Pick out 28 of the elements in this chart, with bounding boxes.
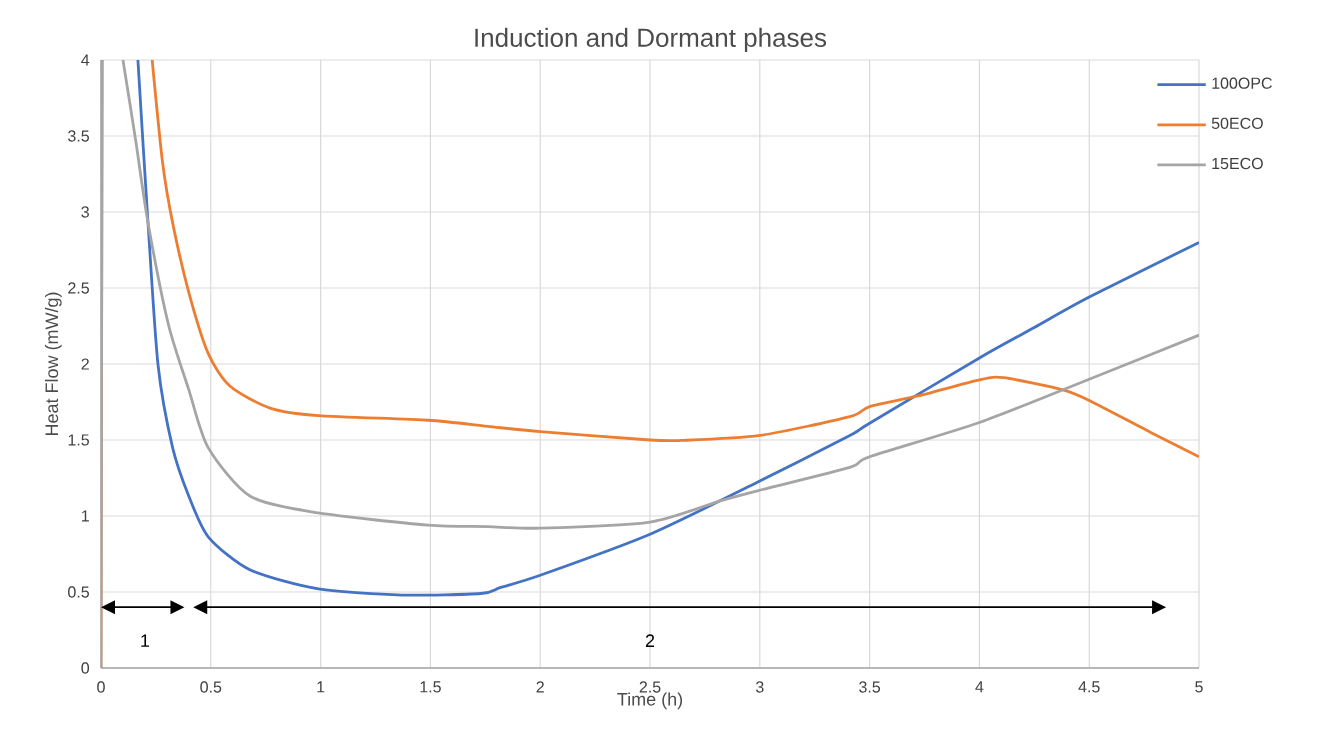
y-tick-label: 1	[81, 510, 89, 522]
annotation: 1	[141, 634, 150, 647]
x-tick-label: 4	[975, 681, 984, 693]
x-tick-label: 2	[536, 681, 544, 693]
legend-label: 15ECO	[1212, 157, 1263, 170]
y-tick-label: 3.5	[68, 130, 89, 142]
x-tick-label: 1.5	[420, 681, 441, 693]
y-tick-label: 1.5	[68, 434, 89, 446]
x-tick-label: 0.5	[200, 681, 222, 693]
legend-label: 100OPC	[1212, 77, 1272, 89]
legend-label: 50ECO	[1211, 117, 1263, 130]
x-axis-title: Time (h)	[617, 692, 683, 710]
x-tick-label: 1	[317, 681, 325, 693]
y-tick-label: 0	[81, 662, 90, 674]
annotation: 2	[645, 634, 655, 647]
y-tick-label: 2.5	[68, 282, 89, 294]
x-tick-label: 5	[1195, 681, 1203, 693]
y-tick-label: 4	[81, 54, 90, 66]
y-tick-label: 2	[81, 358, 89, 370]
y-tick-label: 0.5	[68, 586, 89, 598]
x-tick-label: 3	[755, 681, 764, 693]
y-axis-title: Heat Flow (mW/g)	[44, 292, 62, 436]
y-tick-label: 3	[81, 206, 89, 218]
x-tick-label: 2.5	[639, 681, 661, 693]
x-tick-label: 0	[97, 681, 105, 693]
chart-title: Induction and Dormant phases	[475, 27, 827, 53]
x-tick-label: 4.5	[1078, 681, 1100, 693]
x-tick-label: 3.5	[859, 681, 881, 693]
